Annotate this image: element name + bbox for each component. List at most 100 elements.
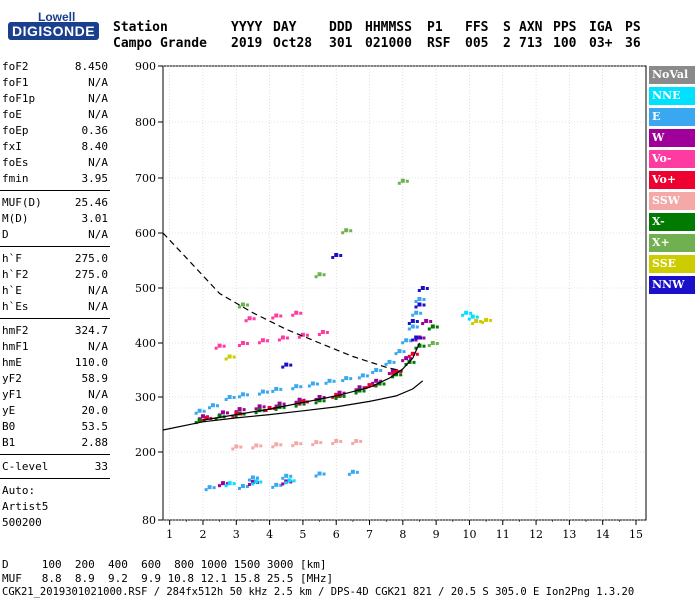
- x-tick-label: 15: [629, 528, 643, 541]
- param-name: yF2: [2, 372, 22, 385]
- data-point: [390, 369, 395, 374]
- data-point: [417, 302, 422, 307]
- data-point: [224, 357, 228, 361]
- y-tick-label: 80: [142, 514, 156, 527]
- param-name: hmF2: [2, 324, 29, 337]
- data-point: [220, 410, 225, 415]
- data-point: [282, 402, 286, 406]
- data-point: [405, 179, 409, 183]
- data-point: [267, 406, 272, 410]
- data-point: [387, 372, 391, 376]
- data-point: [247, 316, 252, 321]
- param-row: foE N/A: [2, 108, 108, 124]
- data-point: [350, 469, 355, 474]
- header-label-1: YYYY: [231, 20, 263, 35]
- data-point: [265, 390, 269, 394]
- data-point: [409, 339, 413, 343]
- data-point: [257, 404, 262, 409]
- data-point: [394, 369, 399, 374]
- data-point: [297, 397, 302, 402]
- data-point: [407, 327, 411, 331]
- data-point: [299, 385, 303, 389]
- data-point: [419, 336, 423, 340]
- data-point: [414, 310, 419, 315]
- param-value: N/A: [88, 284, 108, 297]
- data-point: [260, 389, 265, 394]
- data-point: [399, 370, 403, 374]
- data-point: [414, 335, 419, 340]
- param-row: foF1p N/A: [2, 92, 108, 108]
- data-point: [407, 322, 411, 325]
- data-point: [289, 363, 293, 367]
- data-point: [234, 411, 239, 416]
- data-point: [231, 447, 235, 451]
- y-tick-label: 400: [135, 337, 156, 350]
- param-value: 8.40: [81, 140, 109, 153]
- data-point: [250, 480, 255, 485]
- data-point: [200, 414, 205, 419]
- data-point: [427, 327, 431, 331]
- data-point: [322, 396, 326, 399]
- param-name: h`Es: [2, 300, 29, 313]
- param-value: N/A: [88, 340, 108, 353]
- param-name: D: [2, 228, 9, 241]
- param-name: fmin: [2, 172, 29, 185]
- data-point: [415, 325, 419, 329]
- data-point: [245, 342, 249, 345]
- data-point: [430, 341, 435, 345]
- data-point: [481, 320, 485, 324]
- data-point: [317, 395, 322, 399]
- data-point: [374, 378, 379, 383]
- header-value-7: 2: [503, 36, 511, 51]
- x-tick-label: 7: [366, 528, 373, 541]
- data-point: [224, 398, 228, 401]
- data-point: [202, 409, 206, 413]
- data-point: [284, 473, 289, 478]
- data-point: [382, 382, 386, 386]
- data-point: [294, 404, 298, 408]
- data-point: [397, 349, 402, 354]
- data-point: [242, 412, 246, 416]
- param-value: 275.0: [74, 252, 108, 265]
- data-point: [410, 324, 415, 329]
- data-point: [232, 482, 236, 486]
- data-point: [334, 439, 339, 443]
- data-point: [337, 390, 342, 395]
- notes-version: 500200: [2, 516, 42, 529]
- data-point: [367, 383, 372, 388]
- header-label-0: Station: [113, 20, 168, 35]
- param-row: yE 20.0: [2, 404, 108, 420]
- data-point: [280, 335, 285, 340]
- data-point: [339, 440, 343, 443]
- param-row: D N/A: [2, 228, 108, 244]
- data-point: [325, 331, 329, 334]
- data-point: [320, 330, 325, 334]
- data-point: [207, 406, 211, 410]
- data-point: [294, 400, 298, 404]
- data-point: [339, 254, 343, 257]
- header-value-2: Oct28: [273, 36, 313, 51]
- data-point: [232, 355, 236, 359]
- divider: [0, 318, 110, 319]
- legend-item-nnw: NNW: [649, 276, 695, 294]
- data-point: [245, 485, 249, 488]
- data-point: [284, 481, 288, 485]
- param-name: hmE: [2, 356, 22, 369]
- data-point: [362, 389, 366, 393]
- data-point: [387, 359, 392, 364]
- data-point: [277, 401, 282, 406]
- data-point: [334, 392, 339, 397]
- x-tick-label: 1: [166, 528, 173, 541]
- data-point: [467, 317, 471, 321]
- x-tick-label: 13: [562, 528, 576, 541]
- data-point: [412, 360, 416, 364]
- y-tick-label: 200: [135, 446, 156, 459]
- data-point: [279, 314, 283, 318]
- data-point: [362, 386, 366, 390]
- data-point: [475, 315, 479, 319]
- data-point: [424, 319, 429, 323]
- data-point: [254, 411, 258, 415]
- ionogram-chart: 1 2 3 4 5 6 7 8 9 10 11 12 13 14 158020030040050060070…: [135, 60, 647, 541]
- data-point: [420, 286, 425, 290]
- header-label-11: PS: [625, 20, 641, 35]
